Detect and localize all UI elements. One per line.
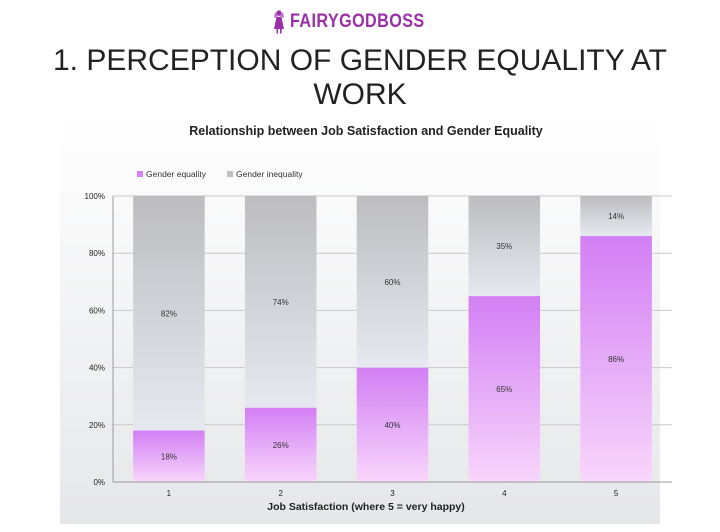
y-tick-label: 40%: [89, 364, 105, 373]
bar-gender-equality: [356, 367, 429, 482]
legend-label: Gender inequality: [236, 169, 303, 179]
x-tick-label: 3: [390, 489, 395, 498]
data-label: 74%: [273, 298, 289, 307]
chart-svg: Relationship between Job Satisfaction an…: [60, 116, 672, 524]
y-tick-label: 80%: [89, 249, 105, 258]
data-label: 14%: [608, 212, 624, 221]
y-tick-label: 100%: [85, 192, 105, 201]
y-tick-label: 60%: [89, 306, 105, 315]
data-label: 40%: [384, 421, 400, 430]
data-label: 26%: [273, 441, 289, 450]
data-label: 82%: [161, 309, 177, 318]
data-label: 60%: [384, 278, 400, 287]
bar-gender-inequality: [244, 196, 317, 408]
data-label: 18%: [161, 452, 177, 461]
data-label: 65%: [496, 385, 512, 394]
bar-gender-inequality: [580, 196, 652, 237]
brand-logo: FAIRYGODBOSS: [0, 10, 720, 34]
x-tick-label: 4: [502, 489, 507, 498]
bar-gender-equality: [468, 296, 541, 482]
x-tick-label: 5: [614, 489, 619, 498]
data-label: 86%: [608, 355, 624, 364]
legend-swatch: [227, 171, 233, 177]
page-title: 1. PERCEPTION OF GENDER EQUALITY AT WORK: [52, 44, 668, 111]
chart-legend: Gender equality Gender inequality: [137, 169, 303, 179]
x-axis: 1 2 3 4 5: [167, 489, 619, 498]
fairy-icon: [273, 10, 284, 34]
chart-title: Relationship between Job Satisfaction an…: [189, 124, 543, 138]
bar-gender-inequality: [468, 196, 541, 297]
legend-swatch: [137, 171, 143, 177]
y-tick-label: 20%: [89, 421, 105, 430]
x-tick-label: 1: [167, 489, 172, 498]
x-tick-label: 2: [278, 489, 283, 498]
x-axis-label: Job Satisfaction (where 5 = very happy): [267, 501, 465, 513]
bar-gender-equality: [580, 236, 652, 482]
y-axis: 0% 20% 40% 60% 80% 100%: [85, 192, 672, 487]
chart: Relationship between Job Satisfaction an…: [0, 112, 720, 527]
brand-name: FAIRYGODBOSS: [289, 11, 425, 32]
bar-gender-inequality: [356, 196, 429, 368]
data-label: 35%: [496, 242, 512, 251]
y-tick-label: 0%: [93, 478, 105, 487]
bar-gender-inequality: [133, 196, 205, 431]
chart-bars: 18% 82% 26% 74% 40% 60% 65% 35% 86% 14%: [133, 196, 652, 482]
legend-label: Gender equality: [146, 169, 207, 179]
bar-gender-equality: [244, 407, 317, 482]
bar-gender-equality: [133, 430, 205, 482]
